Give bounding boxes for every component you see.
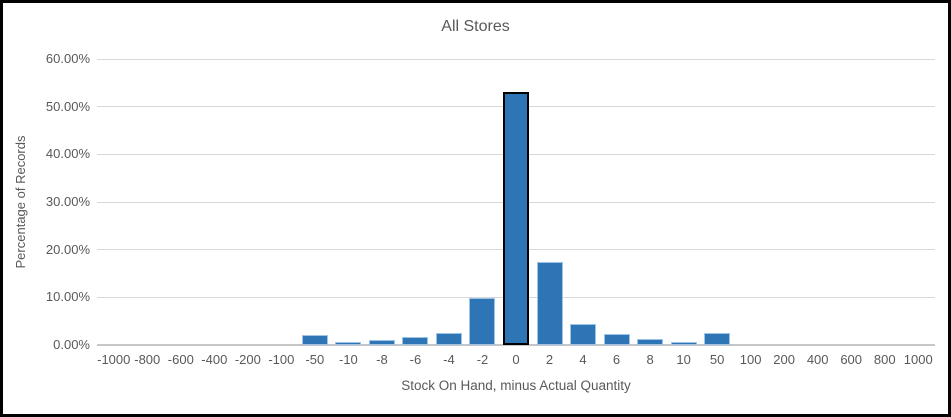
y-tick-label: 60.00% [45, 51, 90, 66]
x-tick-label: 8 [646, 352, 654, 367]
x-tick-label: -8 [376, 352, 388, 367]
x-tick-label: 400 [806, 352, 829, 367]
x-tick-label: -2 [476, 352, 489, 367]
x-axis-title: Stock On Hand, minus Actual Quantity [401, 378, 631, 393]
x-tick-label: 0 [512, 352, 520, 367]
y-axis-title: Percentage of Records [13, 135, 28, 269]
chart-title: All Stores [441, 18, 510, 35]
x-tick-label: 600 [840, 352, 863, 367]
x-tick-label: -800 [134, 352, 161, 367]
bar--8[interactable] [368, 340, 395, 345]
x-tick-label: 50 [709, 352, 725, 367]
bar-4[interactable] [570, 324, 597, 345]
bar-2[interactable] [536, 261, 563, 345]
x-tick-label: 100 [739, 352, 762, 367]
y-tick-label: 50.00% [45, 98, 90, 114]
y-tick-label: 40.00% [45, 146, 90, 162]
bar-8[interactable] [637, 338, 664, 345]
x-tick-label: -10 [338, 352, 358, 367]
bar--6[interactable] [402, 336, 429, 345]
x-tick-label: 6 [612, 352, 621, 367]
bar--50[interactable] [301, 334, 328, 345]
x-tick-label: -400 [201, 352, 228, 367]
x-tick-label: 4 [579, 352, 587, 367]
gridline [97, 58, 935, 60]
y-tick-label: 20.00% [45, 241, 90, 257]
x-tick-label: 200 [773, 352, 795, 367]
x-tick-label: 2 [545, 352, 554, 367]
y-tick-label: 0.00% [53, 337, 90, 352]
bar-6[interactable] [603, 333, 630, 345]
bar-0[interactable] [503, 92, 529, 345]
bar--2[interactable] [469, 298, 496, 345]
x-tick-label: -1000 [97, 352, 131, 367]
x-axis-line [97, 344, 935, 346]
bar--4[interactable] [435, 333, 462, 345]
x-tick-label: -200 [234, 352, 261, 367]
x-tick-label: 10 [676, 352, 691, 367]
x-tick-label: -50 [305, 352, 325, 367]
x-tick-label: -600 [167, 352, 194, 367]
y-tick-label: 30.00% [45, 194, 90, 209]
bar-10[interactable] [670, 341, 697, 345]
x-tick-label: -4 [443, 352, 455, 367]
x-tick-label: 1000 [903, 352, 933, 367]
x-tick-label: -100 [268, 352, 295, 367]
bar-50[interactable] [704, 332, 731, 345]
x-tick-label: 800 [873, 352, 896, 367]
y-tick-label: 10.00% [45, 289, 90, 305]
x-tick-label: -6 [409, 352, 422, 367]
bar--10[interactable] [335, 341, 362, 345]
